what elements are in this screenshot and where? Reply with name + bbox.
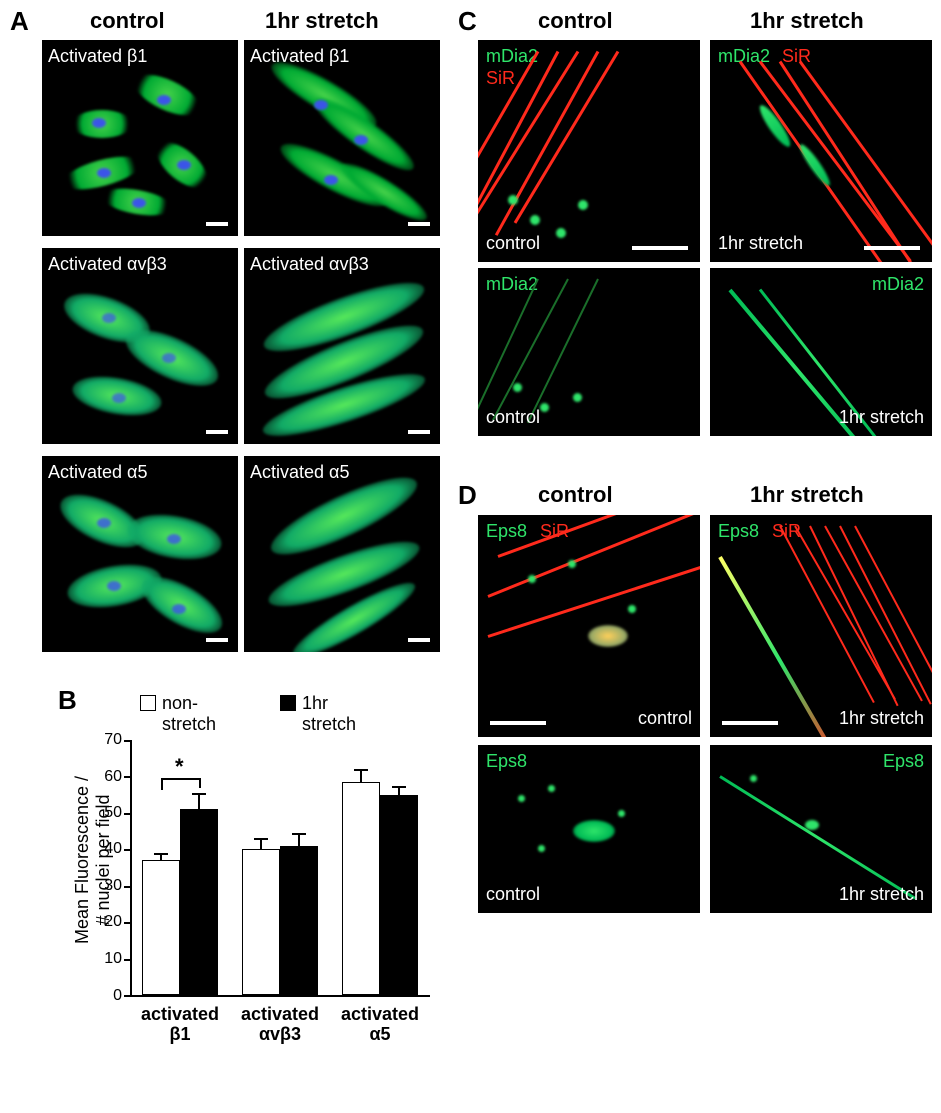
panelD-r2c1: Eps8 control xyxy=(478,745,700,913)
panelA-r2c1-caption: Activated αvβ3 xyxy=(48,254,167,275)
y-axis xyxy=(130,740,132,995)
panelC-r2c2: mDia2 1hr stretch xyxy=(710,268,932,436)
cat-avb3: activatedαvβ3 xyxy=(230,1005,330,1045)
panelA-r2c2-caption: Activated αvβ3 xyxy=(250,254,369,275)
sig-star: * xyxy=(175,754,184,780)
ytick-30: 30 xyxy=(96,877,122,895)
panelC-r2c1: mDia2 control xyxy=(478,268,700,436)
panelA-col-stretch: 1hr stretch xyxy=(265,8,379,34)
c-r1c2-cond: 1hr stretch xyxy=(718,233,803,254)
panelD-r1c1: Eps8 SiR control xyxy=(478,515,700,737)
d-r2c1-eps8: Eps8 xyxy=(486,751,527,772)
c-r1c2-sir: SiR xyxy=(782,46,811,67)
ytick-50: 50 xyxy=(96,804,122,822)
panelC-r1c2: mDia2 SiR 1hr stretch xyxy=(710,40,932,262)
panelC-r1c1: mDia2 SiR control xyxy=(478,40,700,262)
ytick-20: 20 xyxy=(96,913,122,931)
scale-bar xyxy=(206,222,228,226)
panelA-r1c1-caption: Activated β1 xyxy=(48,46,147,67)
panelA-r3c1-caption: Activated α5 xyxy=(48,462,147,483)
ytick-40: 40 xyxy=(96,840,122,858)
panelA-r3c2-caption: Activated α5 xyxy=(250,462,349,483)
scale-bar xyxy=(206,430,228,434)
c-r1c1-cond: control xyxy=(486,233,540,254)
panelA-r1c1-micrograph: Activated β1 xyxy=(42,40,238,236)
panelC-col-control: control xyxy=(538,8,613,34)
panelA-r1c2-micrograph: Activated β1 xyxy=(244,40,440,236)
scale-bar xyxy=(206,638,228,642)
scale-bar xyxy=(408,430,430,434)
panel-A-label: A xyxy=(10,6,29,37)
c-r2c2-mdia2: mDia2 xyxy=(872,274,924,295)
bar-avb3-stretch xyxy=(280,846,318,995)
legend-stretch-label: 1hr stretch xyxy=(302,693,356,735)
bar-b1-nonstretch xyxy=(142,860,180,995)
figure: A control 1hr stretch Activated β1 Activ… xyxy=(0,0,941,1113)
ytick-60: 60 xyxy=(96,768,122,786)
d-r1c1-eps8: Eps8 xyxy=(486,521,527,542)
panelD-col-stretch: 1hr stretch xyxy=(750,482,864,508)
panelA-r2c2-micrograph: Activated αvβ3 xyxy=(244,248,440,444)
ytick-70: 70 xyxy=(96,731,122,749)
panelA-r3c2-micrograph: Activated α5 xyxy=(244,456,440,652)
c-r2c2-cond: 1hr stretch xyxy=(839,407,924,428)
d-r2c2-cond: 1hr stretch xyxy=(839,884,924,905)
x-axis xyxy=(130,995,430,997)
d-r1c1-cond: control xyxy=(638,708,692,729)
c-r2c1-cond: control xyxy=(486,407,540,428)
scale-bar xyxy=(408,638,430,642)
bar-a5-stretch xyxy=(380,795,418,995)
bar-b1-stretch xyxy=(180,809,218,995)
legend-stretch-swatch xyxy=(280,695,296,711)
bar-a5-nonstretch xyxy=(342,782,380,995)
panelD-r1c2: Eps8 SiR 1hr stretch xyxy=(710,515,932,737)
bar-avb3-nonstretch xyxy=(242,849,280,995)
panelC-col-stretch: 1hr stretch xyxy=(750,8,864,34)
panel-C-label: C xyxy=(458,6,477,37)
scale-bar xyxy=(722,721,778,725)
panelA-r1c2-caption: Activated β1 xyxy=(250,46,349,67)
d-r2c1-cond: control xyxy=(486,884,540,905)
panelA-r3c1-micrograph: Activated α5 xyxy=(42,456,238,652)
panelD-r2c2: Eps8 1hr stretch xyxy=(710,745,932,913)
ytick-0: 0 xyxy=(96,987,122,1005)
scale-bar xyxy=(408,222,430,226)
legend-nonstretch-label: non-stretch xyxy=(162,693,216,735)
scale-bar xyxy=(864,246,920,250)
panelA-col-control: control xyxy=(90,8,165,34)
cat-b1: activatedβ1 xyxy=(130,1005,230,1045)
scale-bar xyxy=(632,246,688,250)
panelD-col-control: control xyxy=(538,482,613,508)
panel-D-label: D xyxy=(458,480,477,511)
cat-a5: activatedα5 xyxy=(330,1005,430,1045)
d-r2c2-eps8: Eps8 xyxy=(883,751,924,772)
scale-bar xyxy=(490,721,546,725)
panel-B-label: B xyxy=(58,685,77,716)
ytick-10: 10 xyxy=(96,950,122,968)
panelA-r2c1-micrograph: Activated αvβ3 xyxy=(42,248,238,444)
d-r1c2-cond: 1hr stretch xyxy=(839,708,924,729)
legend-nonstretch-swatch xyxy=(140,695,156,711)
d-r1c2-eps8: Eps8 xyxy=(718,521,759,542)
c-r1c1-sir: SiR xyxy=(486,68,515,89)
